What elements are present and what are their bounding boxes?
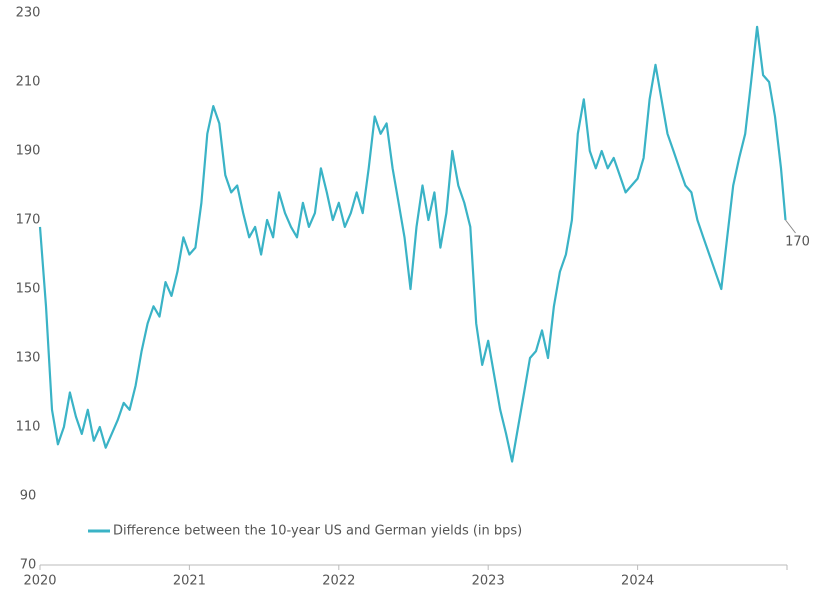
x-tick-label: 2020 — [23, 574, 56, 589]
legend-label: Difference between the 10-year US and Ge… — [113, 524, 522, 539]
y-tick-label: 210 — [16, 75, 41, 90]
x-tick-label: 2022 — [322, 574, 355, 589]
y-tick-label: 90 — [20, 489, 37, 504]
label-leader — [785, 219, 796, 234]
x-tick-label: 2024 — [621, 574, 654, 589]
y-tick-label: 190 — [16, 144, 41, 159]
y-tick-label: 230 — [16, 6, 41, 21]
end-value-label: 170 — [785, 235, 810, 250]
x-tick-label: 2023 — [472, 574, 505, 589]
x-tick-label: 2021 — [173, 574, 206, 589]
y-tick-label: 150 — [16, 282, 41, 297]
data-line — [38, 25, 787, 463]
y-tick-label: 70 — [20, 558, 37, 573]
y-tick-label: 110 — [16, 420, 41, 435]
y-tick-label: 170 — [16, 213, 41, 228]
y-tick-label: 130 — [16, 351, 41, 366]
